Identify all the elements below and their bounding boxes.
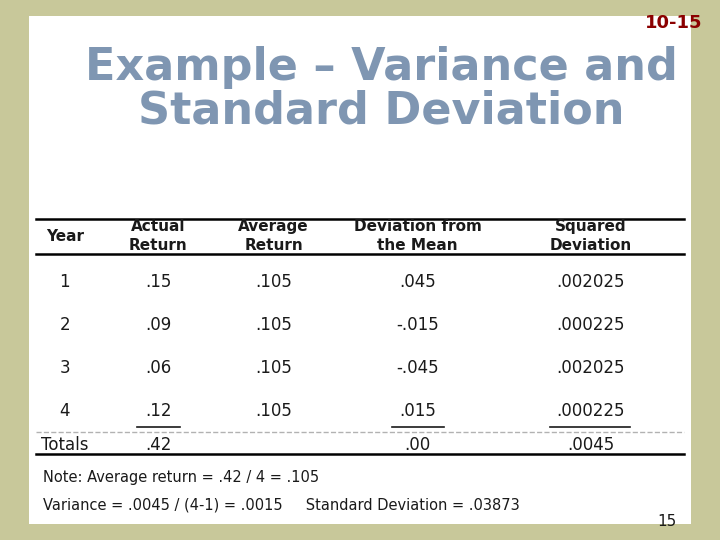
Text: .09: .09 [145, 316, 171, 334]
Text: 4: 4 [60, 402, 70, 421]
Text: Example – Variance and: Example – Variance and [85, 46, 678, 89]
Text: Actual
Return: Actual Return [129, 219, 188, 253]
Text: Deviation from
the Mean: Deviation from the Mean [354, 219, 482, 253]
Text: .42: .42 [145, 436, 171, 455]
Text: 10-15: 10-15 [644, 14, 702, 31]
Text: -.015: -.015 [396, 316, 439, 334]
FancyBboxPatch shape [29, 16, 691, 524]
Text: 1: 1 [60, 273, 70, 291]
Text: Average
Return: Average Return [238, 219, 309, 253]
Text: .000225: .000225 [556, 402, 625, 421]
Text: Note: Average return = .42 / 4 = .105: Note: Average return = .42 / 4 = .105 [43, 470, 320, 485]
Text: -.045: -.045 [396, 359, 439, 377]
Text: .002025: .002025 [556, 273, 625, 291]
Text: Variance = .0045 / (4-1) = .0015     Standard Deviation = .03873: Variance = .0045 / (4-1) = .0015 Standar… [43, 497, 520, 512]
Text: Totals: Totals [41, 436, 89, 455]
Text: 3: 3 [60, 359, 70, 377]
Text: .00: .00 [405, 436, 431, 455]
Text: Year: Year [46, 229, 84, 244]
Text: .105: .105 [255, 359, 292, 377]
Text: .000225: .000225 [556, 316, 625, 334]
Text: Standard Deviation: Standard Deviation [138, 89, 625, 132]
Text: .002025: .002025 [556, 359, 625, 377]
Text: .15: .15 [145, 273, 171, 291]
Text: 15: 15 [657, 514, 677, 529]
Text: .045: .045 [399, 273, 436, 291]
Text: .015: .015 [399, 402, 436, 421]
Text: .105: .105 [255, 316, 292, 334]
Text: .105: .105 [255, 402, 292, 421]
Text: .06: .06 [145, 359, 171, 377]
Text: .105: .105 [255, 273, 292, 291]
Text: .0045: .0045 [567, 436, 614, 455]
Text: .12: .12 [145, 402, 171, 421]
Text: Squared
Deviation: Squared Deviation [549, 219, 631, 253]
Text: 2: 2 [60, 316, 70, 334]
